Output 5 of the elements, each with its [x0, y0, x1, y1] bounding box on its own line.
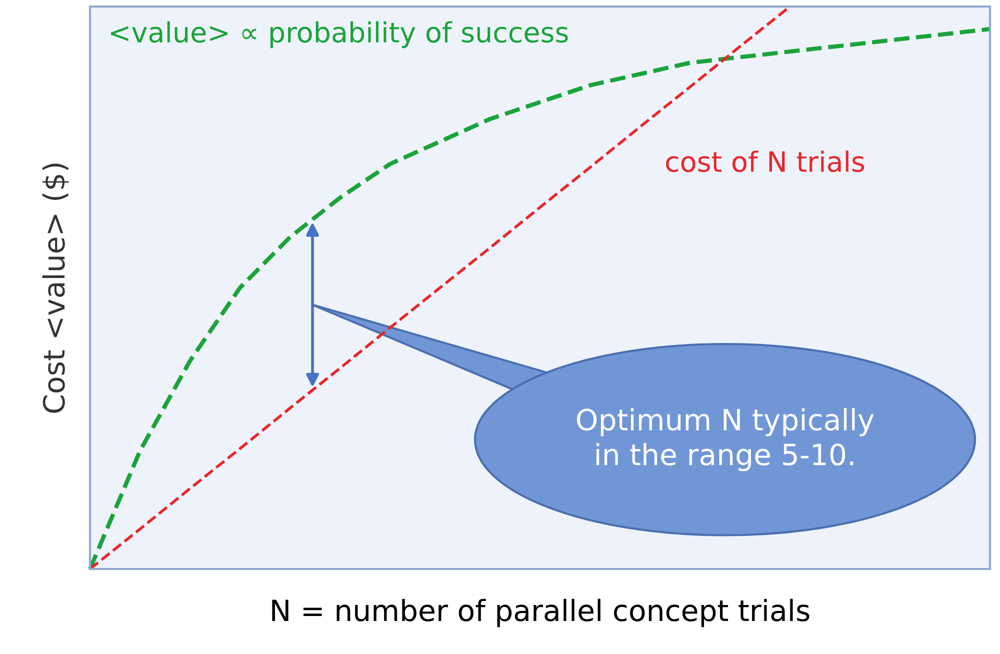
- annotation: Optimum N typically in the range 5-10.: [576, 408, 874, 472]
- series-label: <value> ∝ probability of success: [110, 21, 568, 48]
- y-axis-title: Cost <value> ($): [42, 164, 69, 413]
- x-axis-title: N = number of parallel concept trials: [272, 598, 810, 628]
- series-label: cost of N trials: [666, 150, 864, 172]
